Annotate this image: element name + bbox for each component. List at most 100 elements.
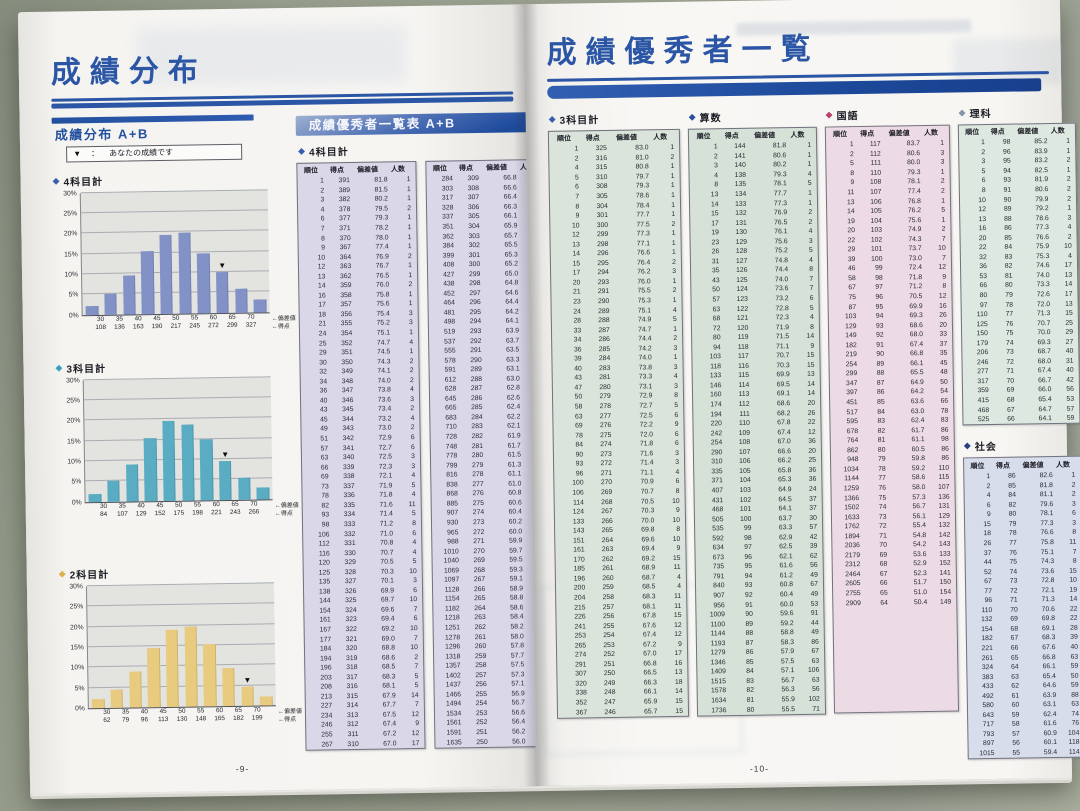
cell: 57 (809, 523, 818, 532)
cell: 63 (1011, 673, 1019, 681)
cell: 354 (340, 330, 353, 338)
cell: 65.2 (504, 260, 519, 268)
cell: 208 (320, 683, 332, 691)
x-axis-tick-label: 221 (211, 509, 222, 517)
cell: 15 (711, 210, 719, 218)
cell: 72.6 (1036, 291, 1050, 299)
cell: 285 (598, 345, 611, 353)
y-axis-label: 15% (70, 644, 84, 652)
cell: 66.3 (503, 203, 518, 211)
cell: 1279 (710, 649, 726, 657)
cell: 67.0 (643, 650, 657, 658)
cell: 65.4 (1038, 396, 1052, 404)
cell: 50 (712, 286, 720, 294)
column-header: 人数 (790, 131, 805, 140)
cell: 262 (474, 623, 486, 632)
cell: 4 (677, 573, 681, 581)
cell: 288 (598, 317, 610, 325)
cell: 1128 (444, 586, 460, 594)
cell: 60.0 (780, 600, 794, 608)
histogram-bar (216, 271, 230, 313)
cell: 246 (976, 358, 989, 367)
cell: 272 (473, 528, 485, 536)
cell: 76.1 (774, 228, 788, 236)
cell: 154 (939, 588, 952, 596)
cell: 258 (602, 593, 615, 602)
cell: 80 (746, 706, 755, 714)
x-axis-tick-label: 55 (197, 707, 205, 715)
cell: 371 (339, 225, 351, 233)
cell: 8 (675, 487, 680, 495)
cell: 71.3 (1036, 310, 1051, 318)
gridline (88, 663, 276, 668)
cell: 2 (574, 155, 579, 163)
cell: 93 (575, 460, 584, 468)
cell: 3 (408, 309, 413, 318)
cell: 295 (597, 259, 609, 267)
cell: 1 (713, 143, 718, 151)
cell: 103 (870, 226, 883, 235)
cell: 150 (976, 330, 988, 338)
cell: 141 (939, 569, 951, 577)
cell: 92 (876, 331, 884, 339)
cell: 56.9 (511, 690, 525, 698)
cell: 1 (574, 145, 579, 153)
cell: 52.3 (913, 569, 927, 578)
cell: 378 (338, 205, 351, 214)
x-axis-tick-label: 79 (122, 717, 130, 725)
cell: 14 (847, 208, 855, 216)
cell: 2 (1071, 481, 1076, 489)
cell: 2 (409, 376, 414, 384)
cell: 87 (848, 303, 857, 311)
x-axis-tick-label: 70 (250, 500, 258, 508)
histogram-3科目計: ◆ 3科目計 0% 5% 10% 15% 20% 25% 30% ▼ 30 35 40 45 50 55 60 6… (55, 357, 298, 521)
diamond-icon: ◆ (688, 111, 697, 122)
cell: 6 (412, 529, 417, 537)
cell: 15 (673, 611, 682, 620)
cell: 70.6 (1041, 605, 1055, 614)
cell: 2 (1067, 233, 1072, 241)
cell: 1182 (444, 605, 460, 613)
cell: 3 (674, 382, 678, 390)
cell: 40 (1066, 367, 1074, 375)
cell: 71.9 (379, 482, 393, 490)
cell: 75.1 (376, 329, 391, 337)
cell: 106 (870, 198, 882, 206)
cell: 1 (941, 216, 946, 224)
cell: 67.0 (777, 438, 791, 446)
cell: 764 (846, 437, 859, 445)
cell: 59 (1011, 711, 1020, 719)
cell: 19 (1069, 586, 1078, 594)
cell: 63.9 (505, 327, 520, 335)
y-axis-label: 20% (63, 230, 78, 238)
cell: 110 (870, 169, 882, 177)
cell: 301 (468, 251, 481, 259)
x-axis-tick-label: 148 (195, 715, 207, 723)
cell: 6 (410, 443, 415, 451)
cell: 62.6 (506, 394, 521, 402)
cell: 304 (468, 223, 480, 231)
cell: 58 (1011, 720, 1020, 729)
cell: 2 (1067, 195, 1072, 203)
cell: 634 (712, 544, 724, 552)
cell: 68.3 (382, 673, 396, 681)
distribution-banner-label: 成績分布 A+B (54, 125, 149, 143)
cell: 580 (982, 702, 994, 710)
column-science-social: ◆ 理科 順位 得点 偏差値 人数 1 98 85.2 1 2 96 83.9 1 3 95 83.2 2 5 94 8… (957, 103, 1080, 760)
x-axis-tick-label: 50 (175, 501, 183, 509)
cell: 6 (674, 411, 679, 419)
cell: 26 (807, 409, 816, 417)
cell: 270 (600, 479, 613, 487)
cell: 308 (596, 183, 608, 191)
cell: 2605 (845, 580, 861, 588)
cell: 3 (808, 237, 813, 245)
column-header: 得点 (724, 132, 739, 141)
cell: 81.1 (1039, 491, 1054, 499)
cell: 355 (340, 320, 353, 328)
cell: 60.8 (508, 489, 522, 497)
cell: 61.2 (779, 572, 793, 580)
cell: 65.5 (504, 241, 518, 249)
x-axis-tick-label: 84 (100, 511, 108, 519)
x-axis-tick-label: 175 (173, 509, 185, 518)
cell: 868 (446, 490, 458, 498)
